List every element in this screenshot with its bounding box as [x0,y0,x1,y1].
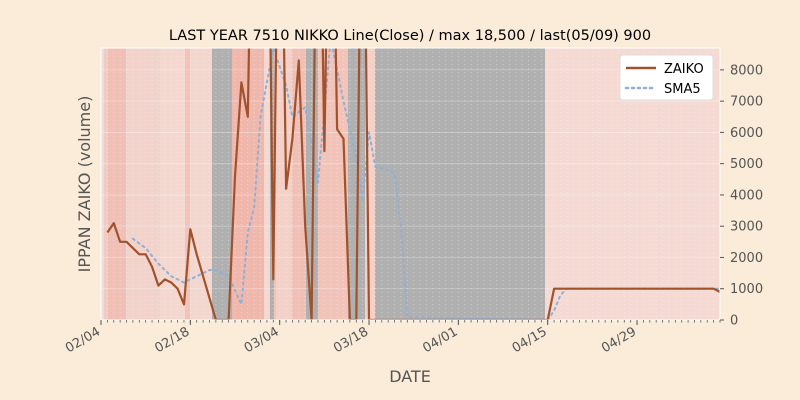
shade-band-2 [108,48,126,320]
x-tick-label: 02/04 [63,324,103,356]
shade-band-0 [101,48,104,320]
shade-band-6 [190,48,212,320]
shade-band-14 [306,48,318,320]
y-tick-label: 8000 [730,63,763,78]
x-tick-label: 04/15 [510,324,550,356]
shade-band-13 [292,48,306,320]
shade-band-12 [276,48,292,320]
legend: ZAIKO SMA5 [619,54,714,101]
shade-band-7 [212,48,232,320]
y-tick-label: 4000 [730,188,763,203]
y-axis-title: IPPAN ZAIKO (volume) [75,96,94,273]
shade-band-17 [365,48,375,320]
shade-band-9 [264,48,270,320]
y-tick-label: 7000 [730,95,763,110]
y-tick-label: 6000 [730,126,763,141]
shade-band-1 [104,48,108,320]
x-tick-label: 03/04 [242,324,282,356]
y-tick-label: 2000 [730,251,763,266]
y-axis: 0 1000 2000 3000 4000 5000 6000 7000 8000 [720,63,763,329]
shade-band-4 [160,48,185,320]
y-tick-label: 3000 [730,220,763,235]
y-tick-label: 1000 [730,282,763,297]
y-tick-label: 5000 [730,157,763,172]
y-tick-label: 0 [730,314,738,329]
legend-label-sma5: SMA5 [664,82,701,97]
series-line-zaiko [106,48,720,320]
shade-band-5 [185,48,190,320]
period-shading [101,48,720,320]
x-tick-label: 02/18 [152,324,192,356]
x-tick-label: 04/01 [420,324,460,356]
shade-band-18 [375,48,545,320]
shade-band-16 [348,48,365,320]
x-tick-label: 04/29 [599,324,639,356]
legend-label-zaiko: ZAIKO [664,62,704,77]
x-axis-title: DATE [389,367,431,386]
x-tick-label: 03/18 [331,324,371,356]
shade-band-3 [126,48,160,320]
chart-title: LAST YEAR 7510 NIKKO Line(Close) / max 1… [169,28,651,44]
plot-frame [100,47,721,321]
x-axis: 02/04 02/18 03/04 03/18 04/01 04/15 04/29 [63,320,721,356]
